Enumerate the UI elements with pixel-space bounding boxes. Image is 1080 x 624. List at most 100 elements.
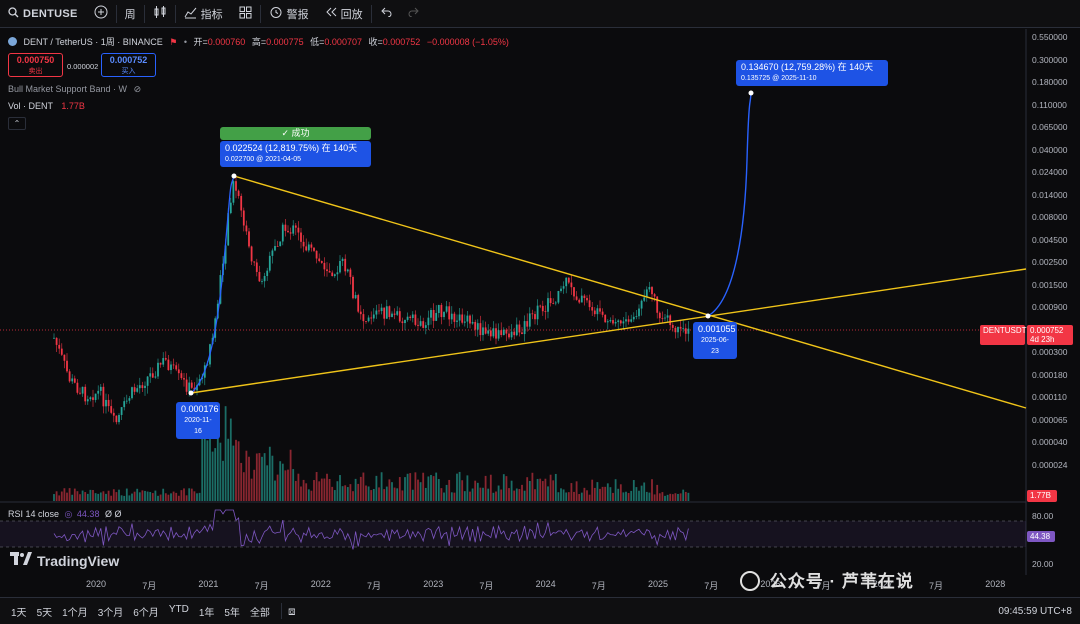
price-tick: 0.065000 <box>1032 122 1068 132</box>
target-callout[interactable]: 0.134670 (12,759.28%) 在 140天 0.135725 @ … <box>736 60 888 86</box>
high-label: 高= <box>251 37 267 47</box>
volume-bar <box>196 493 198 501</box>
candle-body <box>55 337 58 345</box>
sell-button[interactable]: 0.000750 卖出 <box>8 53 63 77</box>
candle-body <box>401 321 404 324</box>
candle-body <box>378 310 380 312</box>
volume-bar <box>292 469 295 501</box>
candle-body <box>263 275 266 282</box>
volume-bar <box>534 489 536 501</box>
start-callout[interactable]: 0.000176 2020-11-16 <box>176 402 220 439</box>
pivot-callout[interactable]: 0.001055 2025-06-23 <box>693 322 737 359</box>
date-range-icon[interactable]: ⧈ <box>287 603 296 618</box>
start-point[interactable] <box>188 390 194 396</box>
range-button[interactable]: 全部 <box>249 607 270 619</box>
rsi-legend[interactable]: RSI 14 close ◎ 44.38 Ø Ø <box>8 509 121 520</box>
volume-bar <box>378 487 380 501</box>
price-tick: 0.024000 <box>1032 167 1068 177</box>
volume-bar <box>669 493 672 501</box>
candle-body <box>521 332 523 335</box>
target-callout-main: 0.134670 (12,759.28%) 在 140天 <box>741 62 874 72</box>
redo-button[interactable] <box>400 0 428 28</box>
range-button[interactable]: 1年 <box>198 607 215 619</box>
volume-bar <box>302 479 305 501</box>
candle-body <box>453 313 456 322</box>
candle-body <box>588 300 591 308</box>
candle-body <box>586 298 588 301</box>
projection-curve[interactable] <box>707 92 752 317</box>
candle-body <box>354 295 357 299</box>
time-axis[interactable]: 2020 7月 2021 7月 2022 7月 2023 7月 2024 7月 2025 7月 2026… <box>0 575 1026 595</box>
volume-bar <box>591 479 594 501</box>
red-flag-icon[interactable]: ⚑ <box>169 37 178 47</box>
ascending-trendline[interactable] <box>190 268 1027 394</box>
symbol-search[interactable]: DENTUSE <box>0 0 86 28</box>
volume-bar <box>417 479 419 501</box>
price-tick: 0.300000 <box>1032 54 1068 65</box>
volume-bar <box>573 491 575 501</box>
candle-body <box>578 299 581 303</box>
volume-bar <box>570 483 573 501</box>
candle-body <box>63 354 66 361</box>
volume-bar <box>84 492 87 501</box>
templates-button[interactable] <box>231 0 260 28</box>
range-button[interactable]: YTD <box>168 603 189 615</box>
candle-body <box>508 333 510 338</box>
volume-bar <box>482 487 484 501</box>
candle-body <box>396 311 399 315</box>
volume-bar <box>528 480 531 501</box>
volume-bar <box>357 483 360 501</box>
legend-title[interactable]: DENT / TetherUS · 1周 · BINANCE <box>23 37 163 47</box>
price-axis[interactable]: 0.550000 0.300000 0.180000 0.110000 0.065000… <box>1026 29 1080 596</box>
volume-bar <box>583 487 586 501</box>
collapse-legend-button[interactable]: ⌃ <box>8 117 26 130</box>
past-move-curve[interactable] <box>190 175 235 394</box>
time-tick: 2026 <box>760 579 781 589</box>
candle-body <box>409 316 412 319</box>
candle-body <box>151 373 154 378</box>
peak-callout[interactable]: 0.022524 (12,819.75%) 在 140天 0.022700 @ … <box>220 141 371 167</box>
target-point[interactable] <box>748 90 754 96</box>
range-button[interactable]: 5年 <box>224 607 240 619</box>
price-chart[interactable] <box>0 29 1080 596</box>
indicators-icon <box>184 6 197 22</box>
interval-button[interactable]: 周 <box>117 0 144 28</box>
candle-body <box>570 282 573 288</box>
range-button[interactable]: 6个月 <box>133 607 159 619</box>
replay-button[interactable]: 回放 <box>317 0 371 28</box>
symbol-logo-icon <box>8 37 17 46</box>
range-button[interactable]: 5天 <box>36 607 53 619</box>
indicators-button[interactable]: 指标 <box>176 0 231 28</box>
success-badge[interactable]: ✓ 成功 <box>220 127 371 140</box>
range-button[interactable]: 3个月 <box>97 607 124 619</box>
rsi-settings-icon[interactable]: ◎ <box>64 509 73 519</box>
range-button[interactable]: 1天 <box>11 607 27 619</box>
buy-button[interactable]: 0.000752 买入 <box>101 53 156 77</box>
price-tick: 0.180000 <box>1032 77 1068 87</box>
candle-body <box>185 379 188 392</box>
volume-bar <box>362 472 365 501</box>
eye-off-icon[interactable]: ⊘ <box>133 84 142 94</box>
volume-bar <box>671 494 674 501</box>
volume-bar <box>648 492 651 501</box>
volume-bar <box>476 482 479 501</box>
pivot-point[interactable] <box>705 313 711 319</box>
volume-row[interactable]: Vol · DENT 1.77B <box>8 101 85 111</box>
indicator-row[interactable]: Bull Market Support Band · W ⊘ <box>8 84 141 95</box>
undo-button[interactable] <box>372 0 400 28</box>
alert-button[interactable]: 警报 <box>261 0 317 28</box>
candle-body <box>284 224 287 231</box>
clock[interactable]: 09:45:59 UTC+8 <box>998 605 1072 617</box>
volume-bar <box>544 478 547 501</box>
candle-body <box>664 317 666 319</box>
candle-body <box>625 319 627 322</box>
range-button[interactable]: 1个月 <box>62 607 88 619</box>
replay-label: 回放 <box>340 8 363 21</box>
volume-bar <box>242 472 245 501</box>
peak-point[interactable] <box>231 173 237 179</box>
chart-type-button[interactable] <box>145 0 175 28</box>
compare-button[interactable] <box>86 0 116 28</box>
volume-bar <box>643 482 646 501</box>
volume-bar <box>284 470 287 501</box>
descending-trendline[interactable] <box>233 175 1027 409</box>
